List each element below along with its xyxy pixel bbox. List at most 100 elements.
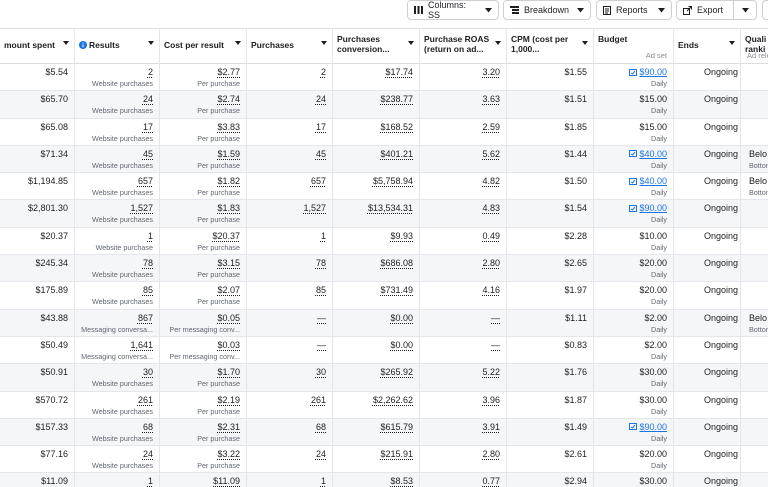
table-row[interactable]: $43.88 867 Messaging conversa... $0.05 Per m… xyxy=(0,309,768,337)
cost-per-result-value[interactable]: $2.74 xyxy=(217,94,240,105)
results-value[interactable]: 17 xyxy=(142,121,153,132)
col-header-conversion-value[interactable]: Purchases conversion... xyxy=(333,29,420,64)
cost-per-result-value[interactable]: $3.22 xyxy=(217,449,240,460)
results-value[interactable]: 45 xyxy=(142,148,153,159)
results-value[interactable]: 85 xyxy=(142,285,153,296)
table-row[interactable]: $245.34 78 Website purchases $3.15 Per purch… xyxy=(0,255,768,283)
conversion-value[interactable]: $17.74 xyxy=(385,67,413,77)
budget-amount[interactable]: $90.00 xyxy=(639,67,667,77)
purchases-value[interactable]: 657 xyxy=(310,176,326,187)
purchases-value[interactable]: 1 xyxy=(320,230,326,241)
conversion-value[interactable]: $9.93 xyxy=(390,230,413,241)
results-value[interactable]: 1 xyxy=(147,476,153,487)
results-value[interactable]: 78 xyxy=(142,258,153,269)
cost-per-result-value[interactable]: $2.07 xyxy=(217,285,240,296)
col-header-purchase-roas[interactable]: Purchase ROAS (return on ad... xyxy=(420,29,507,64)
cost-per-result-value[interactable]: $20.37 xyxy=(212,230,240,241)
roas-value[interactable]: 5.22 xyxy=(482,367,500,378)
cost-per-result-value[interactable]: $1.82 xyxy=(217,176,240,187)
table-row[interactable]: $65.70 24 Website purchases $2.74 Per purcha… xyxy=(0,91,768,119)
roas-value[interactable]: 0.77 xyxy=(482,476,500,487)
col-header-cpm[interactable]: CPM (cost per 1,000... xyxy=(507,29,594,64)
table-row[interactable]: $71.34 45 Website purchases $1.59 Per purcha… xyxy=(0,145,768,174)
table-row[interactable]: $175.89 85 Website purchases $2.07 Per purch… xyxy=(0,282,768,310)
cost-per-result-value[interactable]: $1.83 xyxy=(217,203,240,214)
roas-value[interactable]: — xyxy=(491,339,500,350)
col-header-amount-spent[interactable]: mount spent xyxy=(0,29,75,64)
budget-value[interactable]: $90.00 xyxy=(629,422,667,432)
results-value[interactable]: 30 xyxy=(142,367,153,378)
purchases-value[interactable]: 78 xyxy=(315,258,326,269)
results-value[interactable]: 24 xyxy=(142,449,153,460)
reports-button[interactable]: Reports xyxy=(596,0,672,20)
roas-value[interactable]: — xyxy=(491,312,500,323)
roas-value[interactable]: 4.82 xyxy=(482,176,500,187)
budget-value[interactable]: $90.00 xyxy=(629,67,667,77)
budget-value[interactable]: $40.00 xyxy=(629,176,667,186)
results-value[interactable]: 68 xyxy=(142,421,153,432)
purchases-value[interactable]: — xyxy=(317,339,326,350)
conversion-value[interactable]: $731.49 xyxy=(380,285,413,296)
conversion-value[interactable]: $8.53 xyxy=(390,476,413,487)
conversion-value[interactable]: $265.92 xyxy=(380,367,413,378)
results-value[interactable]: 1 xyxy=(147,230,153,241)
results-value[interactable]: 261 xyxy=(137,394,153,405)
conversion-value[interactable]: $5,758.94 xyxy=(372,176,413,187)
roas-value[interactable]: 3.91 xyxy=(482,421,500,432)
col-header-ends[interactable]: Ends xyxy=(674,29,741,64)
cost-per-result-value[interactable]: $11.09 xyxy=(213,476,240,487)
results-value[interactable]: 867 xyxy=(137,312,153,323)
roas-value[interactable]: 3.20 xyxy=(482,67,500,77)
table-row[interactable]: $20.37 1 Website purchase $20.37 Per purchas… xyxy=(0,227,768,256)
purchases-value[interactable]: 261 xyxy=(310,394,326,405)
more-button[interactable] xyxy=(762,0,768,20)
roas-value[interactable]: 2.59 xyxy=(482,121,500,132)
results-value[interactable]: 657 xyxy=(137,176,153,187)
purchases-value[interactable]: 1,527 xyxy=(303,203,326,214)
purchases-value[interactable]: 30 xyxy=(315,367,326,378)
purchases-value[interactable]: 17 xyxy=(315,121,326,132)
roas-value[interactable]: 3.63 xyxy=(482,94,500,105)
budget-value[interactable]: $90.00 xyxy=(629,203,667,213)
table-row[interactable]: $5.54 2 Website purchases $2.77 Per purchase… xyxy=(0,64,768,92)
roas-value[interactable]: 0.49 xyxy=(482,230,500,241)
roas-value[interactable]: 4.83 xyxy=(482,203,500,214)
cost-per-result-value[interactable]: $1.70 xyxy=(217,367,240,378)
budget-amount[interactable]: $90.00 xyxy=(639,203,667,214)
table-row[interactable]: $1,194.85 657 Website purchases $1.82 Per pu… xyxy=(0,173,768,201)
col-header-budget[interactable]: Budget Ad set xyxy=(594,29,674,64)
purchases-value[interactable]: 68 xyxy=(315,421,326,432)
roas-value[interactable]: 5.62 xyxy=(482,148,500,159)
purchases-value[interactable]: 1 xyxy=(320,476,326,487)
purchases-value[interactable]: 24 xyxy=(315,449,326,460)
columns-button[interactable]: Columns: SS xyxy=(407,0,499,20)
budget-amount[interactable]: $40.00 xyxy=(639,176,667,187)
conversion-value[interactable]: $215.91 xyxy=(380,449,413,460)
cost-per-result-value[interactable]: $2.77 xyxy=(217,67,240,77)
cost-per-result-value[interactable]: $0.05 xyxy=(217,312,240,323)
table-row[interactable]: $2,801.30 1,527 Website purchases $1.83 Per … xyxy=(0,200,768,228)
cost-per-result-value[interactable]: $2.31 xyxy=(217,421,240,432)
budget-amount[interactable]: $90.00 xyxy=(639,421,667,432)
budget-value[interactable]: $40.00 xyxy=(629,149,667,159)
cost-per-result-value[interactable]: $3.83 xyxy=(217,121,240,132)
table-row[interactable]: $65.08 17 Website purchases $3.83 Per purcha… xyxy=(0,118,768,146)
conversion-value[interactable]: $238.77 xyxy=(380,94,413,105)
results-value[interactable]: 24 xyxy=(142,94,153,105)
conversion-value[interactable]: $2,262.62 xyxy=(372,394,413,405)
table-row[interactable]: $11.09 1 $11.09 1 $8.53 0.77 $2.94 $30.00 Ongoin… xyxy=(0,473,768,487)
roas-value[interactable]: 2.80 xyxy=(482,258,500,269)
conversion-value[interactable]: $13,534.31 xyxy=(367,203,413,214)
col-header-results[interactable]: Results xyxy=(75,29,160,64)
conversion-value[interactable]: $0.00 xyxy=(390,339,413,350)
conversion-value[interactable]: $615.79 xyxy=(380,421,413,432)
conversion-value[interactable]: $168.52 xyxy=(380,121,413,132)
breakdown-button[interactable]: Breakdown xyxy=(503,0,591,20)
purchases-value[interactable]: 45 xyxy=(315,148,326,159)
export-dropdown-button[interactable] xyxy=(733,0,757,20)
col-header-quality-ranking[interactable]: Quali ranki Ad rele xyxy=(741,29,768,64)
purchases-value[interactable]: 85 xyxy=(315,285,326,296)
budget-amount[interactable]: $40.00 xyxy=(639,148,667,159)
conversion-value[interactable]: $0.00 xyxy=(390,312,413,323)
table-row[interactable]: $570.72 261 Website purchases $2.19 Per purc… xyxy=(0,391,768,419)
